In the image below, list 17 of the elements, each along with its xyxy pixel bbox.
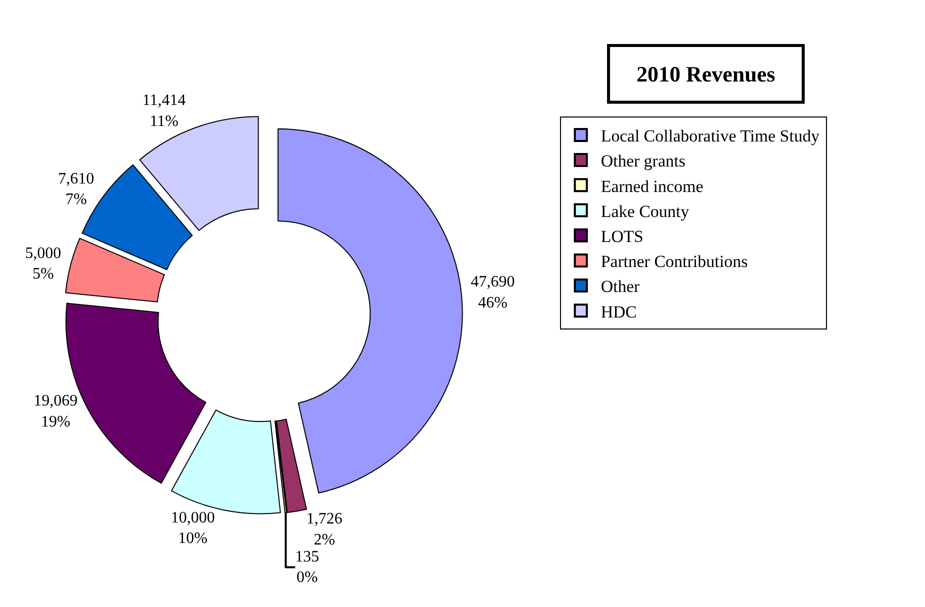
data-label: 5,000 5% <box>25 244 62 283</box>
legend-label: Earned income <box>600 176 704 196</box>
legend-label: Other <box>600 277 640 296</box>
data-label: 47,690 46% <box>470 274 515 312</box>
data-label: 19,069 19% <box>34 392 78 430</box>
data-label: 1,726 2% <box>306 510 342 548</box>
data-label: 7,610 7% <box>58 170 94 208</box>
chart-title: 2010 Revenues <box>636 62 776 87</box>
data-label: 135 0% <box>295 548 320 586</box>
data-label: 10,000 10% <box>170 509 215 548</box>
legend-label: Partner Contributions <box>600 252 748 272</box>
legend-label: HDC <box>600 302 637 322</box>
legend-label: Local Collaborative Time Study <box>600 126 820 146</box>
legend-label: LOTS <box>600 226 644 246</box>
legend-label: Other grants <box>600 152 686 171</box>
data-label: 11,414 11% <box>142 92 186 130</box>
legend-label: Lake County <box>600 202 690 221</box>
